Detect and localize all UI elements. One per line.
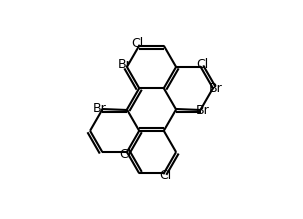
Text: Cl: Cl bbox=[159, 169, 172, 182]
Text: Br: Br bbox=[196, 104, 210, 117]
Text: Br: Br bbox=[209, 82, 222, 95]
Text: Cl: Cl bbox=[131, 37, 144, 50]
Text: Br: Br bbox=[93, 102, 107, 115]
Text: Cl: Cl bbox=[119, 148, 132, 161]
Text: Cl: Cl bbox=[196, 58, 208, 71]
Text: Br: Br bbox=[118, 58, 132, 71]
